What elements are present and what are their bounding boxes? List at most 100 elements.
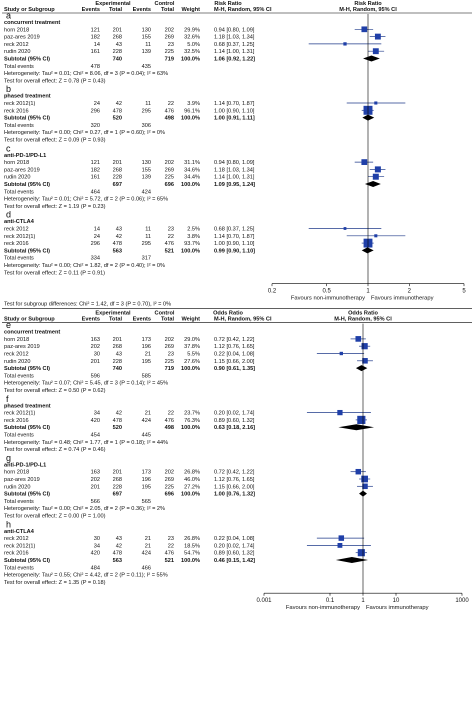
p0-g0-s3-estimate-square xyxy=(372,48,379,55)
p0-g3-subtotal-exp-total: 563 xyxy=(113,248,122,254)
p0-plot-ci-header: M-H, Random, 95% CI xyxy=(339,7,397,13)
p0-g0-s1-ctl-events: 155 xyxy=(142,35,151,41)
p1-g3-subtotal-ctl-total: 521 xyxy=(165,558,174,564)
p1-g0-s0-exp-events: 163 xyxy=(91,337,100,343)
p1-ctl-events-header: Events xyxy=(133,317,151,323)
p0-g2-s0-exp-total: 201 xyxy=(113,160,122,166)
p0-g3-subtotal-ctl-total: 521 xyxy=(165,248,174,254)
p0-favours-right-label: Favours immunotherapy xyxy=(371,296,434,302)
p0-g3-s0-ci-text: 0.68 [0.37, 1.25] xyxy=(214,227,255,233)
p0-g2-s0-exp-events: 121 xyxy=(91,160,100,166)
p1-g0-s3-exp-events: 201 xyxy=(91,359,100,365)
p0-g3-s1-estimate-square xyxy=(374,234,378,238)
p0-g3-s1-ci-text: 1.14 [0.70, 1.87] xyxy=(214,234,255,240)
p0-g2-s1-ctl-total: 269 xyxy=(165,167,174,173)
p1-g2-s0-exp-events: 163 xyxy=(91,470,100,476)
p1-g1-s0-exp-events: 34 xyxy=(94,411,100,417)
p0-g2-s2-weight: 34.4% xyxy=(184,175,200,181)
p1-g3-subtotal-exp-total: 563 xyxy=(113,558,122,564)
p0-g0-s1-weight: 32.6% xyxy=(184,35,200,41)
p1-x-tick-label-2: 1 xyxy=(361,598,365,604)
p1-g0-s2-ci-text: 0.22 [0.04, 1.08] xyxy=(214,352,255,358)
p0-g0-s3-ctl-total: 225 xyxy=(165,49,174,55)
p1-g0-s1-weight: 37.8% xyxy=(184,344,200,350)
p0-g2-s2-estimate-square xyxy=(372,173,379,180)
p0-g3-subtotal-label: Subtotal (95% CI) xyxy=(4,248,50,254)
p0-g2-s0-ci-text: 0.94 [0.80, 1.09] xyxy=(214,160,255,166)
p0-g1-total-events-exp: 320 xyxy=(91,123,100,129)
p0-exp-events-header: Events xyxy=(82,7,100,13)
p1-plot-measure-header: Odds Ratio xyxy=(348,311,378,317)
p0-g0-s2-weight: 5.0% xyxy=(187,42,200,48)
p1-g3-s0-ctl-events: 21 xyxy=(145,536,151,542)
p0-g2-s2-exp-events: 161 xyxy=(91,175,100,181)
p0-g0-s3-exp-events: 161 xyxy=(91,49,100,55)
p1-g0-s3-ctl-events: 195 xyxy=(142,359,151,365)
p0-g0-s0-ci-text: 0.94 [0.80, 1.09] xyxy=(214,27,255,33)
p0-g2-s0-study-name: horn 2018 xyxy=(4,160,29,166)
p1-g1-subtotal-weight: 100.0% xyxy=(181,425,200,431)
p1-g0-subtotal-label: Subtotal (95% CI) xyxy=(4,366,50,372)
p1-g0-s1-ctl-total: 269 xyxy=(165,344,174,350)
p1-g0-s0-study-name: horn 2018 xyxy=(4,337,29,343)
p0-g1-s0-study-name: reck 2012(1) xyxy=(4,101,36,107)
p1-g1-s0-exp-total: 42 xyxy=(116,411,122,417)
p0-g3-s1-study-name: reck 2012(1) xyxy=(4,234,36,240)
p0-g1-s0-estimate-square xyxy=(374,101,378,105)
p1-g1-s0-study-name: reck 2012(1) xyxy=(4,411,36,417)
p0-g3-s0-weight: 2.5% xyxy=(187,227,200,233)
p1-g3-s0-weight: 26.8% xyxy=(184,536,200,542)
p0-g0-total-events-ctl: 435 xyxy=(142,64,151,70)
p1-g0-subtotal-exp-total: 740 xyxy=(113,366,122,372)
p1-g3-group-title: anti-CTLA4 xyxy=(4,529,35,535)
p0-g3-s2-ctl-total: 476 xyxy=(165,241,174,247)
p0-g2-s1-ctl-events: 155 xyxy=(142,167,151,173)
p0-g0-heterogeneity: Heterogeneity: Tau² = 0.01; Chi² = 8.06,… xyxy=(4,71,168,77)
p1-g0-s0-estimate-square xyxy=(355,336,362,342)
p1-g3-total-events-exp: 484 xyxy=(91,565,100,571)
p1-g1-s1-ctl-total: 476 xyxy=(165,418,174,424)
p1-x-tick-label-0: 0.001 xyxy=(256,598,272,604)
p1-x-tick-label-3: 10 xyxy=(393,598,400,604)
p0-g3-s2-study-name: reck 2016 xyxy=(4,241,29,247)
p1-g2-total-events-label: Total events xyxy=(4,499,34,505)
p1-g2-s2-ctl-events: 195 xyxy=(142,484,151,490)
p1-g1-group-letter: f xyxy=(6,394,9,404)
p0-g1-subtotal-label: Subtotal (95% CI) xyxy=(4,116,50,122)
p1-g2-s2-estimate-square xyxy=(362,483,368,490)
p1-g3-s2-exp-total: 478 xyxy=(113,551,122,557)
p1-favours-right-label: Favours immunotherapy xyxy=(366,605,429,611)
p0-g2-s1-estimate-square xyxy=(374,166,381,173)
p1-g1-s1-weight: 76.3% xyxy=(184,418,200,424)
p1-g2-s1-weight: 46.0% xyxy=(184,477,200,483)
p1-g0-s1-exp-total: 268 xyxy=(113,344,122,350)
p0-g0-s1-estimate-square xyxy=(374,33,381,40)
p1-g0-s0-exp-total: 201 xyxy=(113,337,122,343)
p0-g0-s3-ci-text: 1.14 [1.00, 1.31] xyxy=(214,49,255,55)
p1-study-header: Study or Subgroup xyxy=(4,317,55,323)
p1-g2-s0-study-name: horn 2018 xyxy=(4,470,29,476)
p1-g1-subtotal-diamond xyxy=(338,424,375,431)
p1-g0-s1-estimate-square xyxy=(361,343,368,350)
p0-g0-s2-ctl-total: 23 xyxy=(168,42,174,48)
p1-g1-s1-exp-total: 478 xyxy=(113,418,122,424)
p1-g0-total-events-label: Total events xyxy=(4,373,34,379)
p0-g2-s2-ctl-total: 225 xyxy=(165,175,174,181)
p1-g2-s1-exp-events: 202 xyxy=(91,477,100,483)
p1-g1-s0-ctl-total: 22 xyxy=(168,411,174,417)
p1-g0-s2-exp-events: 30 xyxy=(94,352,100,358)
p0-g3-subtotal-weight: 100.0% xyxy=(181,248,200,254)
p0-g2-s2-study-name: rudin 2020 xyxy=(4,175,30,181)
p1-g3-s1-ctl-total: 22 xyxy=(168,543,174,549)
p1-g0-heterogeneity: Heterogeneity: Tau² = 0.07; Chi² = 5.45,… xyxy=(4,381,168,387)
p0-g1-overall-effect: Test for overall effect: Z = 0.09 (P = 0… xyxy=(4,138,106,144)
p0-g3-s1-ctl-events: 11 xyxy=(145,234,151,240)
p0-g3-total-events-ctl: 317 xyxy=(142,256,151,262)
p1-g2-s2-exp-events: 201 xyxy=(91,484,100,490)
p0-g1-s0-ctl-events: 11 xyxy=(145,101,151,107)
p0-g3-s0-study-name: reck 2012 xyxy=(4,227,29,233)
p1-g2-s2-weight: 27.2% xyxy=(184,484,200,490)
p0-g0-s3-study-name: rudin 2020 xyxy=(4,49,30,55)
p0-g3-s1-ctl-total: 22 xyxy=(168,234,174,240)
p1-g3-s2-ctl-events: 424 xyxy=(142,551,151,557)
